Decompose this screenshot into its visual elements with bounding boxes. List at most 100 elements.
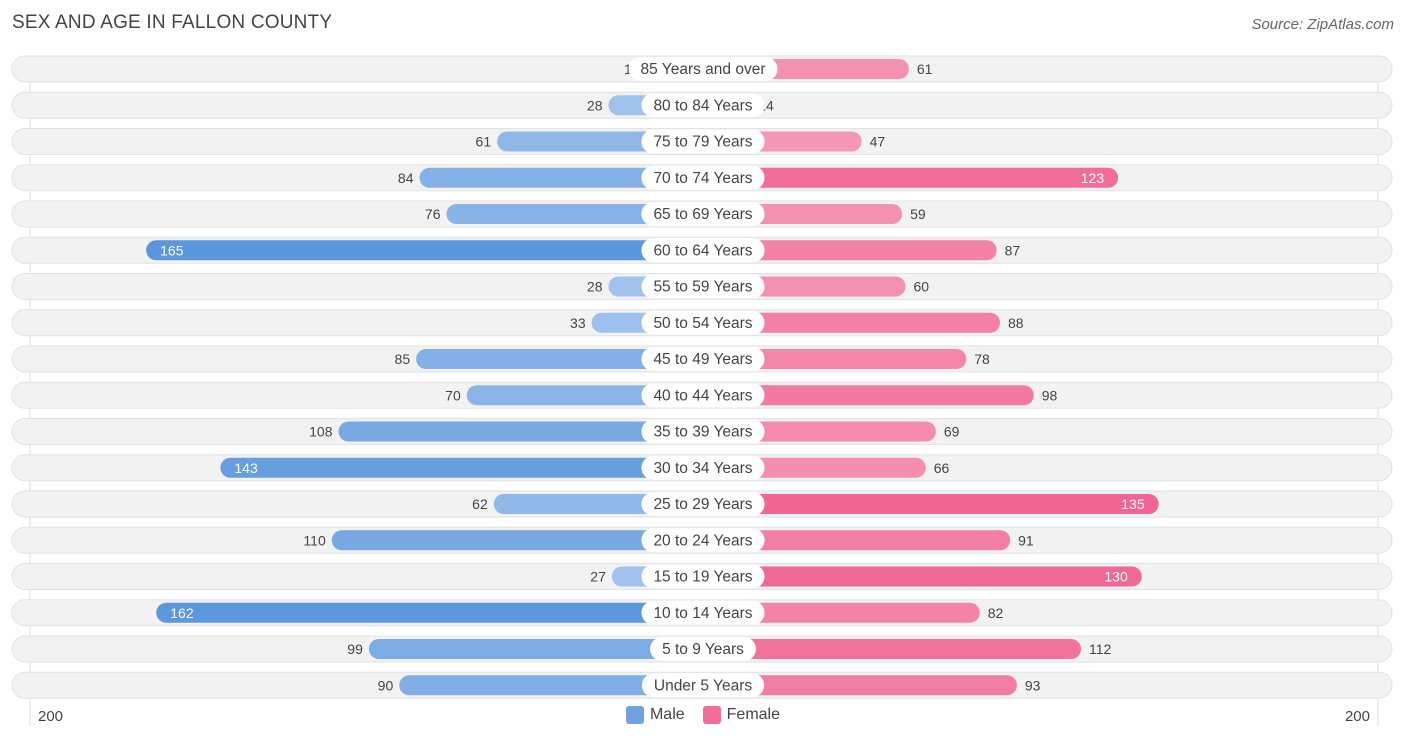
legend-label-female: Female — [726, 706, 781, 723]
value-male-75-to-79-years: 61 — [476, 134, 492, 150]
value-male-20-to-24-years: 110 — [303, 532, 326, 548]
category-label-80-to-84-years: 80 to 84 Years — [653, 97, 752, 114]
value-female-85-years-and-over: 61 — [917, 61, 933, 77]
category-pill-50-to-54-years — [641, 310, 765, 335]
value-male-65-to-69-years: 76 — [425, 206, 441, 222]
value-female-20-to-24-years: 91 — [1018, 532, 1034, 548]
category-label-20-to-24-years: 20 to 24 Years — [653, 532, 752, 549]
value-male-70-to-74-years: 84 — [398, 170, 414, 186]
legend-swatch-female — [702, 706, 721, 724]
category-label-under-5-years: Under 5 Years — [654, 677, 752, 694]
value-male-80-to-84-years: 28 — [587, 97, 603, 113]
category-label-5-to-9-years: 5 to 9 Years — [662, 641, 744, 658]
value-male-25-to-29-years: 62 — [472, 496, 488, 512]
category-label-50-to-54-years: 50 to 54 Years — [653, 315, 752, 332]
category-pill-20-to-24-years — [641, 528, 765, 553]
value-female-50-to-54-years: 88 — [1008, 315, 1024, 331]
value-female-5-to-9-years: 112 — [1089, 641, 1112, 657]
value-female-45-to-49-years: 78 — [974, 351, 990, 367]
category-pill-35-to-39-years — [641, 419, 765, 444]
category-pill-85-years-and-over — [628, 57, 778, 81]
category-label-10-to-14-years: 10 to 14 Years — [653, 605, 752, 622]
value-female-30-to-34-years: 66 — [934, 460, 950, 476]
category-pill-70-to-74-years — [641, 165, 765, 190]
category-pill-80-to-84-years — [641, 93, 765, 118]
category-pill-60-to-64-years — [641, 238, 765, 263]
bar-male-30-to-34-years — [220, 457, 703, 478]
axis-left-label: 200 — [38, 708, 64, 725]
chart-title: SEX AND AGE IN FALLON COUNTY — [12, 12, 333, 33]
value-male-60-to-64-years: 165 — [160, 242, 184, 258]
bar-female-20-to-24-years — [703, 530, 1011, 551]
value-female-40-to-44-years: 98 — [1042, 387, 1058, 403]
bar-female-70-to-74-years — [703, 167, 1119, 188]
value-female-15-to-19-years: 130 — [1104, 569, 1128, 585]
bar-male-65-to-69-years — [446, 204, 703, 224]
category-label-30-to-34-years: 30 to 34 Years — [653, 460, 752, 477]
bar-male-5-to-9-years — [368, 639, 703, 659]
value-female-60-to-64-years: 87 — [1005, 242, 1021, 258]
category-label-85-years-and-over: 85 Years and over — [641, 61, 766, 78]
value-male-50-to-54-years: 33 — [570, 315, 586, 331]
legend-item-female[interactable]: Female — [702, 706, 781, 724]
bar-female-under-5-years — [703, 675, 1017, 696]
value-male-under-5-years: 90 — [378, 677, 394, 693]
category-pill-30-to-34-years — [641, 455, 765, 480]
category-pill-45-to-49-years — [641, 347, 765, 371]
bar-female-15-to-19-years — [703, 566, 1142, 587]
value-female-70-to-74-years: 123 — [1081, 170, 1105, 186]
bar-male-60-to-64-years — [146, 240, 703, 261]
bar-female-50-to-54-years — [703, 312, 1000, 333]
bar-female-60-to-64-years — [703, 240, 997, 261]
category-pill-40-to-44-years — [641, 383, 765, 408]
category-pill-25-to-29-years — [641, 492, 765, 516]
bar-male-35-to-39-years — [338, 421, 703, 442]
axis-right-label: 200 — [1344, 708, 1370, 725]
value-male-10-to-14-years: 162 — [170, 605, 194, 621]
bar-male-10-to-14-years — [156, 602, 703, 623]
value-male-30-to-34-years: 143 — [234, 460, 258, 476]
category-label-25-to-29-years: 25 to 29 Years — [653, 496, 752, 513]
value-female-10-to-14-years: 82 — [988, 605, 1004, 621]
category-label-75-to-79-years: 75 to 79 Years — [653, 134, 752, 151]
category-label-15-to-19-years: 15 to 19 Years — [653, 569, 752, 586]
bar-male-45-to-49-years — [416, 349, 703, 369]
category-label-70-to-74-years: 70 to 74 Years — [653, 170, 752, 187]
category-label-65-to-69-years: 65 to 69 Years — [653, 206, 752, 223]
chart-source: Source: ZipAtlas.com — [1251, 16, 1394, 33]
bar-male-70-to-74-years — [419, 167, 703, 188]
legend-item-male[interactable]: Male — [625, 706, 685, 724]
category-label-55-to-59-years: 55 to 59 Years — [653, 279, 752, 296]
value-male-5-to-9-years: 99 — [347, 641, 363, 657]
value-female-25-to-29-years: 135 — [1121, 496, 1145, 512]
category-pill-5-to-9-years — [650, 637, 756, 661]
category-pill-15-to-19-years — [641, 564, 765, 589]
category-label-45-to-49-years: 45 to 49 Years — [653, 351, 752, 368]
category-pill-under-5-years — [641, 673, 765, 698]
value-female-35-to-39-years: 69 — [944, 424, 960, 440]
bar-female-45-to-49-years — [703, 349, 967, 369]
category-pill-10-to-14-years — [641, 600, 765, 625]
category-label-35-to-39-years: 35 to 39 Years — [653, 424, 752, 441]
bar-female-25-to-29-years — [703, 494, 1159, 514]
value-male-35-to-39-years: 108 — [309, 424, 333, 440]
bar-female-5-to-9-years — [703, 639, 1081, 659]
category-pill-75-to-79-years — [641, 129, 765, 154]
value-female-under-5-years: 93 — [1025, 677, 1041, 693]
bar-female-40-to-44-years — [703, 385, 1034, 406]
category-pill-55-to-59-years — [641, 274, 765, 299]
bar-male-20-to-24-years — [331, 530, 703, 551]
bar-female-10-to-14-years — [703, 602, 980, 623]
category-pill-65-to-69-years — [641, 202, 765, 226]
value-male-45-to-49-years: 85 — [395, 351, 411, 367]
legend-swatch-male — [625, 706, 644, 724]
value-male-55-to-59-years: 28 — [587, 279, 603, 295]
value-female-55-to-59-years: 60 — [914, 279, 930, 295]
value-female-75-to-79-years: 47 — [870, 134, 886, 150]
bar-male-under-5-years — [399, 675, 703, 696]
value-female-65-to-69-years: 59 — [910, 206, 926, 222]
value-male-40-to-44-years: 70 — [445, 387, 461, 403]
chart-legend: Male Female — [0, 706, 1406, 724]
category-label-40-to-44-years: 40 to 44 Years — [653, 387, 752, 404]
